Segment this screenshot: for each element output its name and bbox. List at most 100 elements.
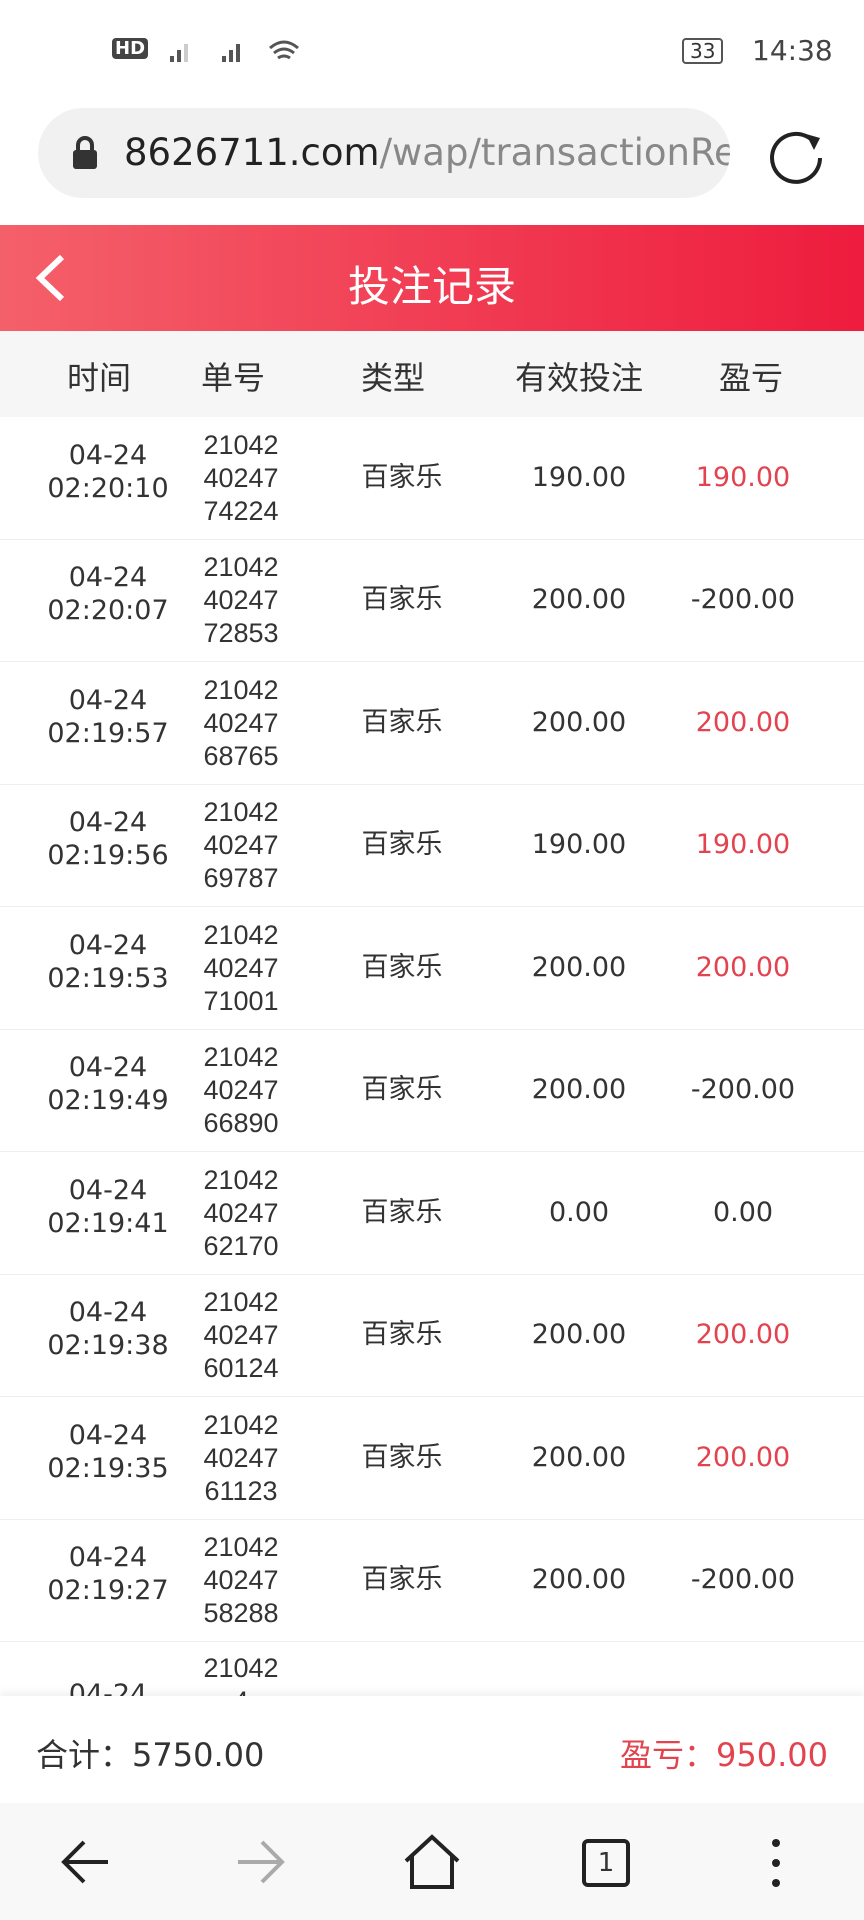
url: 8626711.com/wap/transactionRec	[124, 130, 730, 176]
order-number: 210424024762170	[203, 1164, 279, 1261]
game-type: 百家乐	[361, 829, 443, 861]
time-cell: 04-24 02:19:27	[47, 1541, 168, 1607]
time-cell: 04-24 02:19:38	[47, 1296, 168, 1362]
nav-menu[interactable]	[766, 1837, 786, 1889]
url-path: /wap/transactionRec	[379, 131, 730, 174]
table-row-partial: 04-24 210424	[0, 1642, 864, 1702]
order-number: 210424024758288	[203, 1532, 279, 1629]
signal-icons	[170, 40, 299, 62]
date: 04-24	[68, 1052, 148, 1084]
status-bar: HD 33 14:38	[0, 0, 864, 80]
game-type: 百家乐	[361, 1074, 443, 1106]
total-value: 5750.00	[132, 1736, 265, 1774]
profit-loss: -200.00	[690, 1564, 796, 1596]
nav-forward[interactable]	[232, 1837, 288, 1887]
valid-bet: 200.00	[531, 706, 627, 738]
date: 04-24	[68, 1542, 148, 1574]
valid-bet: 190.00	[531, 829, 627, 861]
date: 04-24	[68, 807, 148, 839]
valid-bet: 190.00	[531, 462, 627, 493]
battery: 33	[682, 38, 724, 64]
profit-label: 盈亏：	[620, 1736, 717, 1774]
date: 04-24	[68, 1419, 148, 1451]
total: 合计：5750.00	[36, 1730, 264, 1776]
address-bar[interactable]: 8626711.com/wap/transactionRec	[38, 108, 730, 198]
profit-loss: 200.00	[695, 1319, 791, 1351]
profit-loss: 200.00	[695, 706, 791, 738]
time: 02:19:35	[47, 1452, 169, 1484]
game-type: 百家乐	[361, 462, 443, 493]
valid-bet: 200.00	[531, 951, 627, 983]
table-row: 04-24 02:19:56 210424024769787 百家乐 190.00 190…	[0, 784, 864, 908]
date: 04-24	[68, 562, 148, 594]
valid-bet: 200.00	[531, 1074, 627, 1106]
table-row: 04-24 02:20:10 210424024774224 百家乐 190.00 190…	[0, 417, 864, 540]
nav-back[interactable]	[58, 1837, 114, 1887]
time: 02:19:27	[47, 1575, 169, 1607]
date: 04-24	[68, 440, 148, 471]
date: 04-24	[68, 929, 148, 961]
profit-loss: 190.00	[695, 829, 791, 861]
date: 04-24	[68, 1174, 148, 1206]
order-number: 210424024760124	[203, 1287, 279, 1384]
game-type: 百家乐	[361, 1564, 443, 1596]
time: 02:19:56	[47, 840, 169, 872]
valid-bet: 200.00	[531, 1564, 627, 1596]
app-header: 投注记录	[0, 225, 864, 331]
table-row: 04-24 02:19:41 210424024762170 百家乐 0.00 0.00	[0, 1152, 864, 1275]
time-cell: 04-24 02:19:53	[47, 929, 168, 995]
time: 02:19:41	[47, 1207, 169, 1239]
valid-bet: 200.00	[531, 1441, 627, 1473]
total-label: 合计：	[36, 1736, 133, 1774]
header-title: 投注记录	[347, 262, 516, 311]
time-cell: 04-24 02:19:49	[47, 1051, 168, 1117]
table-row: 04-24 02:19:53 210424024771001 百家乐 200.00 200…	[0, 907, 864, 1030]
time-cell: 04-24 02:20:07	[47, 561, 168, 627]
reload-button[interactable]	[766, 124, 826, 184]
nav-tabs[interactable]: 1	[582, 1839, 630, 1887]
time: 02:20:10	[47, 473, 169, 504]
game-type: 百家乐	[361, 706, 443, 738]
profit-loss: 200.00	[695, 951, 791, 983]
back-button[interactable]	[32, 253, 72, 303]
time: 02:20:07	[47, 595, 169, 627]
column-header: 单号	[200, 359, 266, 397]
table-row: 04-24 02:19:57 210424024768765 百家乐 200.00 200…	[0, 662, 864, 785]
table-row: 04-24 02:19:49 210424024766890 百家乐 200.00 -20…	[0, 1029, 864, 1153]
time-cell: 04-24 02:20:10	[47, 439, 168, 505]
valid-bet: 200.00	[531, 584, 627, 616]
valid-bet: 0.00	[548, 1196, 610, 1228]
table-header: 时间 单号 类型 有效投注 盈亏	[0, 331, 864, 417]
order-number: 210424024766890	[203, 1042, 279, 1139]
lock-icon	[73, 136, 97, 169]
time: 02:19:49	[47, 1085, 169, 1117]
column-header: 时间	[66, 359, 132, 397]
date: 04-24	[68, 684, 148, 716]
column-header: 盈亏	[718, 359, 784, 397]
network-badge: HD	[112, 38, 149, 59]
profit: 盈亏：950.00	[620, 1730, 828, 1776]
column-header: 有效投注	[514, 359, 644, 397]
game-type: 百家乐	[361, 584, 443, 616]
summary-bar: 合计：5750.00 盈亏：950.00	[0, 1696, 864, 1803]
game-type: 百家乐	[361, 1319, 443, 1351]
nav-home[interactable]	[402, 1833, 462, 1891]
game-type: 百家乐	[361, 951, 443, 983]
table-row: 04-24 02:19:35 210424024761123 百家乐 200.00 200…	[0, 1397, 864, 1520]
order-number: 210424024769787	[203, 797, 279, 894]
order-number: 210424024768765	[203, 674, 279, 771]
profit-loss: 0.00	[712, 1196, 774, 1228]
table-row: 04-24 02:19:27 210424024758288 百家乐 200.00 -20…	[0, 1519, 864, 1643]
time: 02:19:57	[47, 717, 169, 749]
clock: 14:38	[752, 34, 833, 67]
order-number: 210424024761123	[203, 1409, 279, 1506]
profit-loss: -200.00	[690, 1074, 796, 1106]
profit-loss: 200.00	[695, 1441, 791, 1473]
game-type: 百家乐	[361, 1196, 443, 1228]
time-cell: 04-24 02:19:56	[47, 806, 168, 872]
order-number: 210424024774224	[203, 430, 279, 526]
order-number: 210424024772853	[203, 552, 279, 649]
time: 02:19:38	[47, 1330, 169, 1362]
date: 04-24	[68, 1297, 148, 1329]
